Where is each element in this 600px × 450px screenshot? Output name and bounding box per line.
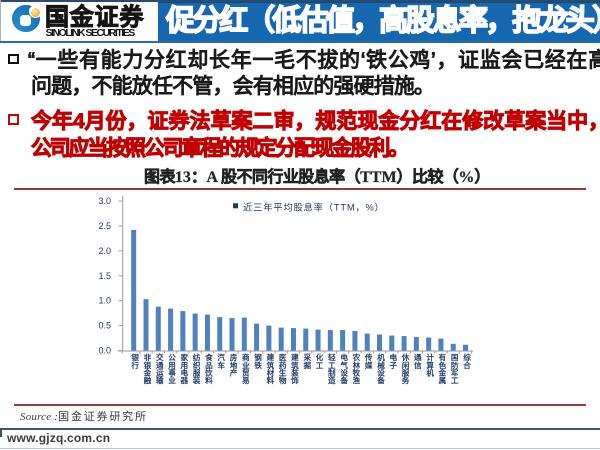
svg-text:2.0: 2.0 — [98, 246, 111, 256]
svg-text:家用电器: 家用电器 — [180, 352, 189, 385]
svg-text:建筑装饰: 建筑装饰 — [290, 352, 299, 385]
svg-text:传媒: 传媒 — [364, 352, 373, 370]
svg-text:非银金融: 非银金融 — [143, 352, 152, 385]
svg-text:通信: 通信 — [413, 352, 422, 370]
svg-text:1.0: 1.0 — [98, 296, 111, 306]
svg-text:农林牧渔: 农林牧渔 — [352, 352, 361, 384]
svg-text:交通运输: 交通运输 — [155, 352, 164, 385]
svg-text:纺织服装: 纺织服装 — [192, 352, 201, 385]
svg-text:休闲服务: 休闲服务 — [401, 352, 410, 385]
svg-text:综合: 综合 — [462, 352, 471, 370]
svg-text:机械设备: 机械设备 — [376, 352, 385, 385]
svg-text:0.0: 0.0 — [98, 346, 111, 356]
svg-text:电子: 电子 — [389, 352, 398, 369]
svg-text:建筑材料: 建筑材料 — [266, 352, 275, 385]
svg-text:2.5: 2.5 — [98, 221, 111, 231]
svg-text:电气设备: 电气设备 — [339, 352, 348, 385]
svg-text:轻工制造: 轻工制造 — [327, 352, 336, 385]
svg-text:商业贸易: 商业贸易 — [241, 352, 250, 385]
svg-text:化工: 化工 — [315, 352, 324, 369]
svg-text:房地产: 房地产 — [229, 352, 238, 377]
svg-text:采掘: 采掘 — [303, 352, 312, 370]
svg-text:汽车: 汽车 — [217, 352, 226, 370]
svg-text:0.5: 0.5 — [98, 321, 111, 331]
svg-text:钢铁: 钢铁 — [253, 352, 262, 370]
svg-text:1.5: 1.5 — [98, 271, 111, 281]
svg-text:银行: 银行 — [130, 352, 139, 370]
svg-text:医药生物: 医药生物 — [278, 353, 287, 385]
svg-text:公用事业: 公用事业 — [167, 354, 176, 384]
svg-text:国防军工: 国防军工 — [450, 353, 459, 384]
svg-text:3.0: 3.0 — [98, 196, 111, 206]
svg-text:计算机: 计算机 — [425, 352, 434, 377]
svg-text:有色金属: 有色金属 — [438, 352, 447, 385]
svg-text:食品饮料: 食品饮料 — [204, 352, 213, 385]
svg-text:近三年平均股息率（TTM，%）: 近三年平均股息率（TTM，%） — [243, 202, 385, 213]
